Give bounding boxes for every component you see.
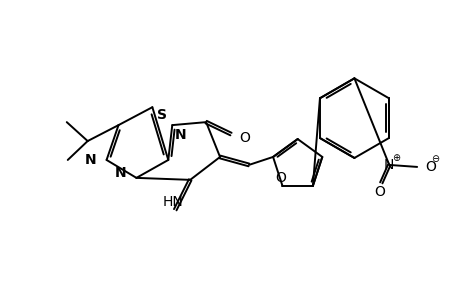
Text: ⊖: ⊖	[430, 154, 438, 164]
Text: S: S	[157, 108, 167, 122]
Text: N: N	[383, 158, 393, 172]
Text: N: N	[174, 128, 185, 142]
Text: O: O	[373, 185, 384, 199]
Text: HN: HN	[162, 195, 183, 209]
Text: O: O	[238, 131, 249, 145]
Text: ⊕: ⊕	[392, 153, 399, 163]
Text: N: N	[85, 153, 96, 167]
Text: N: N	[115, 166, 126, 180]
Text: O: O	[424, 160, 435, 174]
Text: O: O	[274, 171, 285, 185]
